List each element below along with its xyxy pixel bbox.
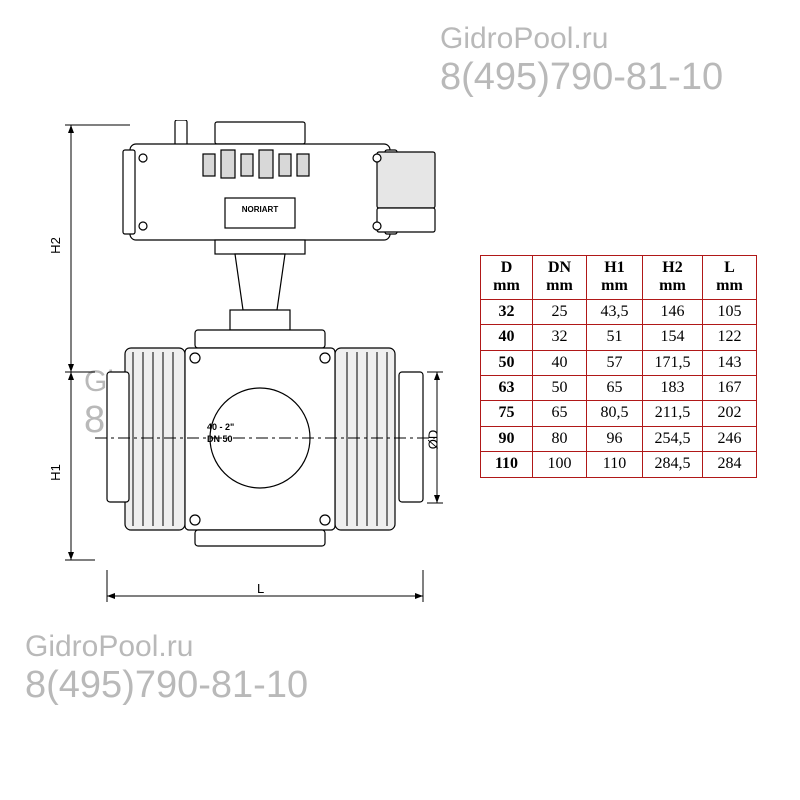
table-row: 908096254,5246 [481,426,757,451]
table-cell: 75 [481,401,533,426]
table-row: 635065183167 [481,375,757,400]
table-cell: 171,5 [643,350,703,375]
watermark-site: GidroPool.ru [25,630,308,664]
actuator [123,120,435,240]
table-cell: 284 [703,452,757,477]
table-cell: 105 [703,299,757,324]
technical-drawing: NORIART [25,120,455,610]
watermark-site: GidroPool.ru [440,22,723,56]
table-cell: 122 [703,325,757,350]
table-header-cell: H2mm [643,256,703,300]
table-cell: 80 [533,426,587,451]
watermark-phone: 8(495)790-81-10 [25,664,308,707]
table-cell: 40 [481,325,533,350]
table-cell: 96 [587,426,643,451]
table-cell: 25 [533,299,587,324]
table-header-cell: DNmm [533,256,587,300]
table-cell: 32 [533,325,587,350]
dimension-table-wrap: DmmDNmmH1mmH2mmLmm322543,514610540325115… [480,255,757,478]
table-header-cell: Dmm [481,256,533,300]
dim-d-label: ØD [425,430,440,450]
table-cell: 57 [587,350,643,375]
table-row: 756580,5211,5202 [481,401,757,426]
table-header-cell: H1mm [587,256,643,300]
table-row: 322543,5146105 [481,299,757,324]
table-cell: 51 [587,325,643,350]
table-cell: 146 [643,299,703,324]
table-cell: 50 [481,350,533,375]
dim-h1-label: H1 [48,464,63,481]
table-cell: 143 [703,350,757,375]
table-cell: 32 [481,299,533,324]
dimension-table: DmmDNmmH1mmH2mmLmm322543,514610540325115… [480,255,757,478]
watermark-top: GidroPool.ru 8(495)790-81-10 [440,22,723,99]
table-row: 504057171,5143 [481,350,757,375]
brand-label: NORIART [242,205,279,214]
table-cell: 50 [533,375,587,400]
table-row: 110100110284,5284 [481,452,757,477]
table-cell: 254,5 [643,426,703,451]
table-cell: 110 [481,452,533,477]
table-cell: 43,5 [587,299,643,324]
dim-l-label: L [257,581,264,596]
table-cell: 40 [533,350,587,375]
table-cell: 183 [643,375,703,400]
table-cell: 90 [481,426,533,451]
table-cell: 65 [533,401,587,426]
watermark-bottom: GidroPool.ru 8(495)790-81-10 [25,630,308,707]
table-header-row: DmmDNmmH1mmH2mmLmm [481,256,757,300]
table-row: 403251154122 [481,325,757,350]
table-cell: 211,5 [643,401,703,426]
dim-h2-label: H2 [48,237,63,254]
size-label-1: 40 - 2" [207,422,234,432]
table-cell: 100 [533,452,587,477]
table-cell: 80,5 [587,401,643,426]
table-cell: 63 [481,375,533,400]
size-label-2: DN 50 [207,434,233,444]
table-header-cell: Lmm [703,256,757,300]
table-cell: 110 [587,452,643,477]
table-cell: 284,5 [643,452,703,477]
table-cell: 154 [643,325,703,350]
table-cell: 246 [703,426,757,451]
table-cell: 202 [703,401,757,426]
watermark-phone: 8(495)790-81-10 [440,56,723,99]
table-cell: 65 [587,375,643,400]
table-cell: 167 [703,375,757,400]
drawing-svg: NORIART [25,120,455,610]
